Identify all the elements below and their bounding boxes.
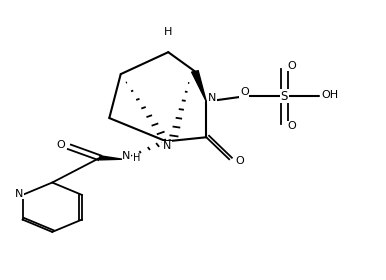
Text: S: S — [281, 90, 288, 102]
Polygon shape — [191, 71, 206, 102]
Text: N: N — [163, 141, 171, 151]
Polygon shape — [100, 156, 123, 160]
Text: O: O — [288, 121, 296, 131]
Text: O: O — [240, 87, 249, 97]
Text: N: N — [208, 93, 216, 103]
Text: O: O — [57, 140, 65, 150]
Text: O: O — [288, 61, 296, 71]
Text: OH: OH — [322, 90, 339, 100]
Text: O: O — [235, 156, 244, 165]
Text: H: H — [164, 27, 173, 37]
Text: H: H — [133, 153, 141, 164]
Text: N: N — [122, 151, 130, 162]
Text: N: N — [15, 188, 24, 199]
